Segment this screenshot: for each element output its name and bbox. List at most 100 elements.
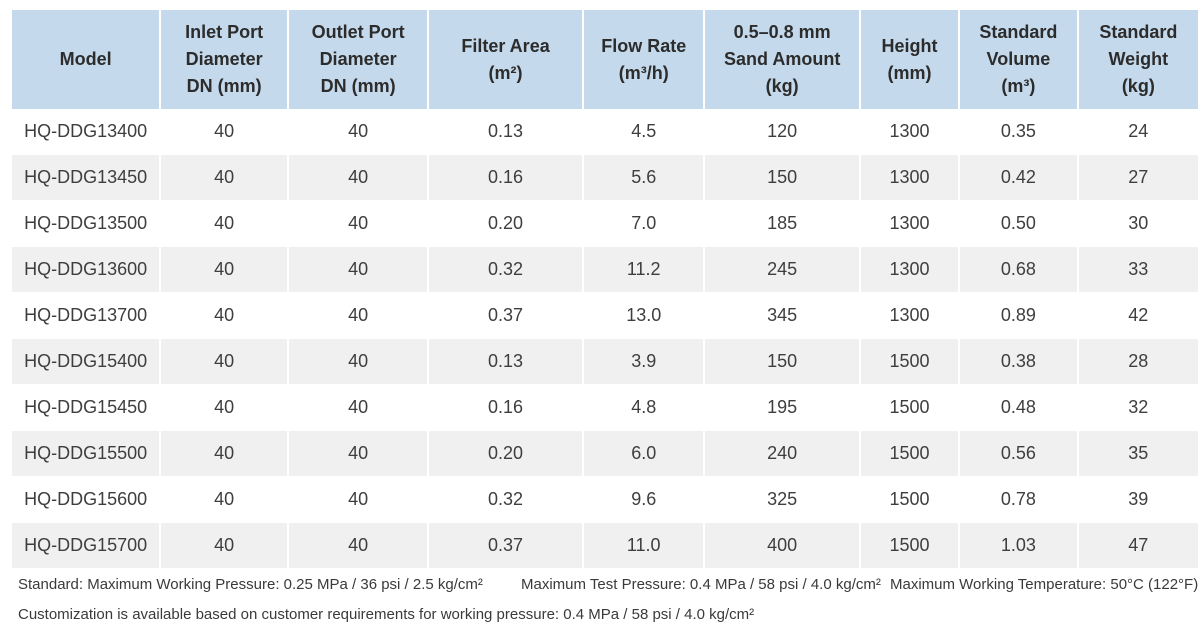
table-cell: 0.37 [429,523,582,569]
column-header-line: Sand Amount [723,49,841,69]
column-header-line: DN (mm) [320,76,396,96]
column-header-line: DN (mm) [186,76,262,96]
column-header-line: Diameter [319,49,397,69]
table-cell: 1300 [860,109,959,155]
column-header: Model [12,10,160,109]
specification-table: Model Inlet Port Diameter DN (mm) Outlet Por… [10,10,1200,569]
table-cell: 47 [1078,523,1198,569]
note-standard-pressure: Standard: Maximum Working Pressure: 0.25… [18,576,483,593]
table-cell: 150 [705,155,859,201]
table-cell: 0.32 [429,477,582,523]
table-cell: 42 [1078,293,1198,339]
model-cell: HQ-DDG15450 [12,385,160,431]
table-cell: 30 [1078,201,1198,247]
table-cell: 40 [161,247,288,293]
column-header-line: 0.5–0.8 mm [733,22,831,42]
table-cell: 11.0 [583,523,704,569]
model-cell: HQ-DDG13400 [12,109,160,155]
table-cell: 40 [161,385,288,431]
table-cell: 120 [705,109,859,155]
table-cell: 6.0 [583,431,704,477]
table-cell: 0.56 [960,431,1077,477]
table-cell: 1.03 [960,523,1077,569]
table-cell: 0.89 [960,293,1077,339]
table-cell: 28 [1078,339,1198,385]
table-cell: 40 [289,339,428,385]
column-header-line: Volume [986,49,1051,69]
table-cell: 400 [705,523,859,569]
table-cell: 0.50 [960,201,1077,247]
table-cell: 325 [705,477,859,523]
column-header-line: Diameter [185,49,263,69]
table-row: HQ-DDG13600 40 40 0.32 11.2 245 1300 0.68 33 [12,247,1198,293]
table-cell: 0.13 [429,109,582,155]
column-header-line: Weight [1108,49,1169,69]
table-cell: 40 [289,155,428,201]
column-header-line: (kg) [1121,76,1155,96]
model-cell: HQ-DDG13500 [12,201,160,247]
table-cell: 1500 [860,523,959,569]
table-cell: 5.6 [583,155,704,201]
table-row: HQ-DDG15600 40 40 0.32 9.6 325 1500 0.78 39 [12,477,1198,523]
column-header-line: (m³) [1001,76,1036,96]
table-cell: 1500 [860,385,959,431]
table-cell: 40 [289,201,428,247]
table-cell: 0.20 [429,201,582,247]
table-cell: 1300 [860,293,959,339]
table-cell: 0.13 [429,339,582,385]
table-cell: 1500 [860,339,959,385]
column-header: 0.5–0.8 mm Sand Amount (kg) [705,10,859,109]
table-cell: 0.48 [960,385,1077,431]
column-header-line: Standard [979,22,1058,42]
table-row: HQ-DDG13500 40 40 0.20 7.0 185 1300 0.50 30 [12,201,1198,247]
column-header-line: (m³/h) [618,62,669,83]
table-cell: 33 [1078,247,1198,293]
table-cell: 345 [705,293,859,339]
table-cell: 195 [705,385,859,431]
table-cell: 32 [1078,385,1198,431]
model-cell: HQ-DDG15500 [12,431,160,477]
table-cell: 9.6 [583,477,704,523]
model-cell: HQ-DDG15400 [12,339,160,385]
table-cell: 4.5 [583,109,704,155]
column-header: Filter Area (m²) [429,10,582,109]
table-cell: 0.32 [429,247,582,293]
table-cell: 24 [1078,109,1198,155]
table-cell: 1300 [860,247,959,293]
table-row: HQ-DDG15500 40 40 0.20 6.0 240 1500 0.56 35 [12,431,1198,477]
table-cell: 27 [1078,155,1198,201]
table-cell: 1300 [860,201,959,247]
column-header: Outlet Port Diameter DN (mm) [289,10,428,109]
column-header-line: Filter Area [461,35,550,56]
note-working-temperature: Maximum Working Temperature: 50°C (122°F… [890,576,1199,593]
column-header: Flow Rate (m³/h) [583,10,704,109]
column-header: Standard Weight (kg) [1078,10,1198,109]
model-cell: HQ-DDG13700 [12,293,160,339]
column-header-line: Outlet Port [311,22,405,42]
table-cell: 40 [289,523,428,569]
table-cell: 40 [161,339,288,385]
model-cell: HQ-DDG15600 [12,477,160,523]
table-cell: 40 [289,477,428,523]
table-cell: 0.16 [429,155,582,201]
table-cell: 13.0 [583,293,704,339]
column-header: Inlet Port Diameter DN (mm) [161,10,288,109]
table-header-row: Model Inlet Port Diameter DN (mm) Outlet Por… [12,10,1198,109]
note-customization: Customization is available based on cust… [18,606,755,623]
column-header-line: Flow Rate [601,35,687,56]
table-row: HQ-DDG15400 40 40 0.13 3.9 150 1500 0.38 28 [12,339,1198,385]
note-test-pressure: Maximum Test Pressure: 0.4 MPa / 58 psi … [521,576,881,593]
table-row: HQ-DDG13400 40 40 0.13 4.5 120 1300 0.35 24 [12,109,1198,155]
table-cell: 7.0 [583,201,704,247]
table-cell: 40 [161,201,288,247]
table-row: HQ-DDG13700 40 40 0.37 13.0 345 1300 0.89 42 [12,293,1198,339]
table-cell: 40 [289,109,428,155]
table-cell: 39 [1078,477,1198,523]
table-cell: 35 [1078,431,1198,477]
table-cell: 1500 [860,431,959,477]
table-cell: 40 [161,155,288,201]
column-header: Height (mm) [860,10,959,109]
table-cell: 40 [161,293,288,339]
table-row: HQ-DDG15700 40 40 0.37 11.0 400 1500 1.03 47 [12,523,1198,569]
